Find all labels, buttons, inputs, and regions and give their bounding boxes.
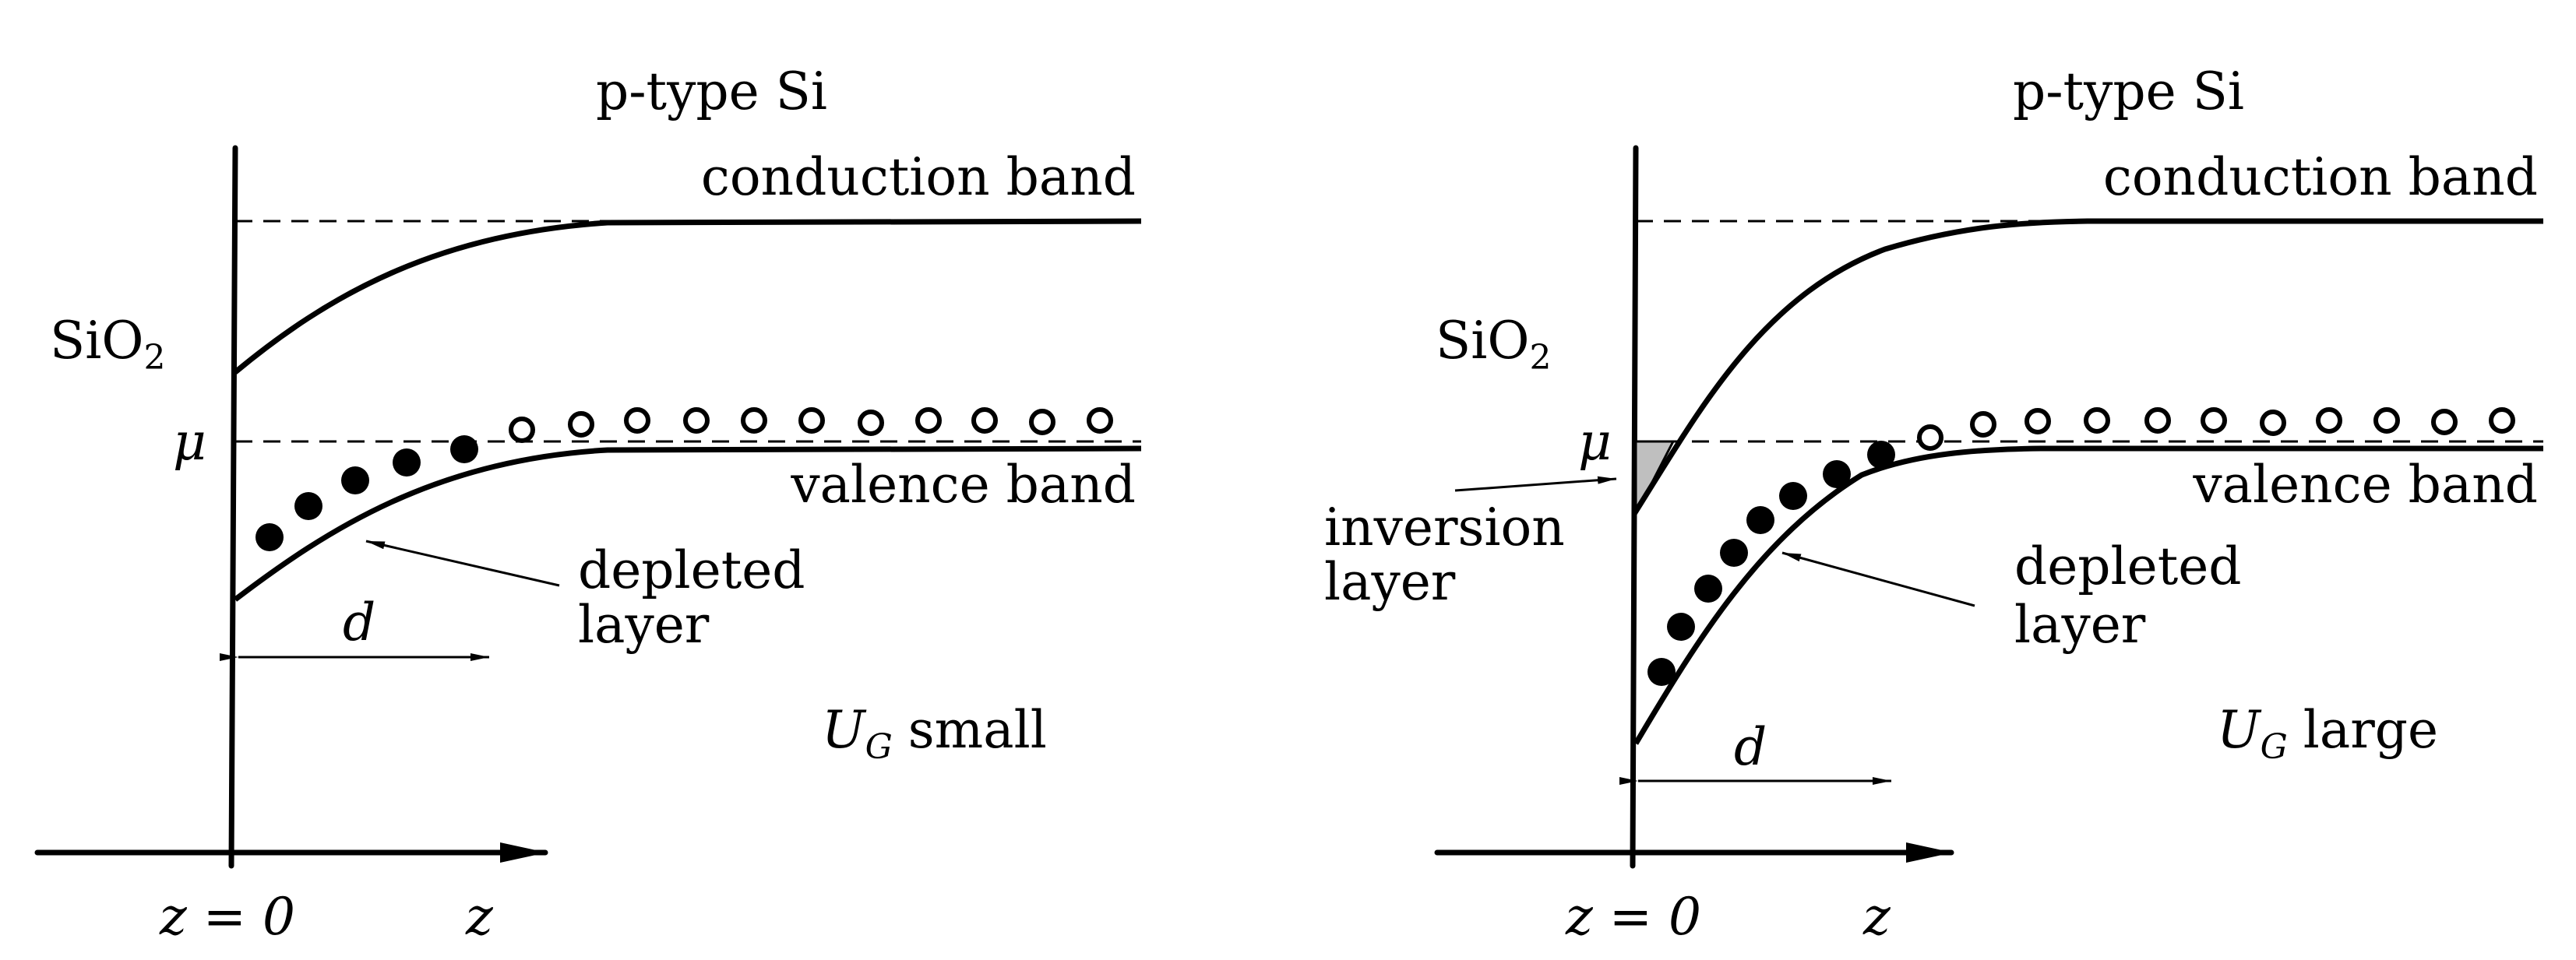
hole-dot [2373,407,2400,434]
ionized-acceptor-dot [1867,441,1895,469]
origin-label: z = 0 [159,887,295,947]
conduction-band-label: conduction band [2103,147,2538,207]
hole-dot [2316,407,2342,434]
depleted-layer-arrow [1781,551,1975,607]
depleted-label-line1: depleted [2014,536,2242,596]
hole-dot [2431,409,2458,435]
hole-dot [683,407,710,434]
d-label: d [343,593,375,652]
ionized-acceptor-dot [1720,539,1748,567]
z-axis-label: z [1862,887,1891,947]
inversion-label-line1: inversion [1324,498,1565,557]
ionized-acceptor-dot [1823,460,1851,488]
ionized-acceptor-dot [255,523,284,551]
ionized-acceptor-dot [450,435,478,463]
hole-dot [2260,410,2286,436]
ionized-acceptor-dot [294,492,322,520]
hole-dot [1087,407,1113,434]
open-dots-left [509,407,1113,443]
filled-dots-right [1647,441,1895,686]
hole-dot [1029,409,1055,435]
hole-dot [624,407,650,434]
depleted-label-line2: layer [578,595,710,655]
ionized-acceptor-dot [341,466,369,494]
oxide-label: SiO2 [50,311,165,378]
z-axis-label: z [465,887,494,947]
oxide-label: SiO2 [1436,311,1551,378]
mu-label: μ [173,412,206,472]
hole-dot [858,410,884,436]
d-label: d [1734,717,1767,777]
hole-dot [509,417,535,443]
ionized-acceptor-dot [1647,658,1676,686]
ionized-acceptor-dot [1779,482,1807,510]
depleted-layer-arrow [365,540,560,587]
hole-dot [741,407,767,434]
hole-dot [2201,407,2227,434]
valence-band-label: valence band [790,455,1136,515]
panel-right: p-type Si conduction band valence band S… [1324,62,2543,947]
inversion-label-line2: layer [1324,552,1456,612]
hole-dot [2025,408,2051,434]
hole-dot [798,407,825,434]
conduction-band-curve [233,218,1142,375]
valence-band-curve [233,445,1142,602]
oxide-interface-line [1630,145,1639,869]
hole-dot [1970,411,1996,438]
valence-band-curve [1633,445,2543,745]
hole-dot [2489,407,2515,434]
hole-dot [971,407,998,434]
gate-voltage-label: UG large [2217,700,2438,767]
inversion-layer-arrow [1454,476,1617,492]
ionized-acceptor-dot [1667,613,1695,641]
conduction-band-curve [1632,218,2543,515]
panel-left: p-type Si conduction band valence band S… [34,62,1142,947]
oxide-interface-line [228,145,238,869]
gate-voltage-label: UG small [822,700,1047,767]
mu-label: μ [1578,412,1612,472]
hole-dot [1917,424,1943,451]
ionized-acceptor-dot [393,448,421,476]
material-label: p-type Si [2013,62,2244,121]
ionized-acceptor-dot [1746,506,1774,534]
depleted-label-line1: depleted [578,540,805,600]
valence-band-label: valence band [2192,455,2538,515]
hole-dot [2084,407,2110,434]
material-label: p-type Si [596,62,827,121]
hole-dot [568,411,594,438]
origin-label: z = 0 [1565,887,1701,947]
ionized-acceptor-dot [1694,575,1722,603]
open-dots-right [1917,407,2515,451]
conduction-band-label: conduction band [701,147,1136,207]
hole-dot [2144,407,2171,434]
hole-dot [915,407,942,434]
depleted-label-line2: layer [2014,595,2146,655]
filled-dots-left [255,435,478,551]
